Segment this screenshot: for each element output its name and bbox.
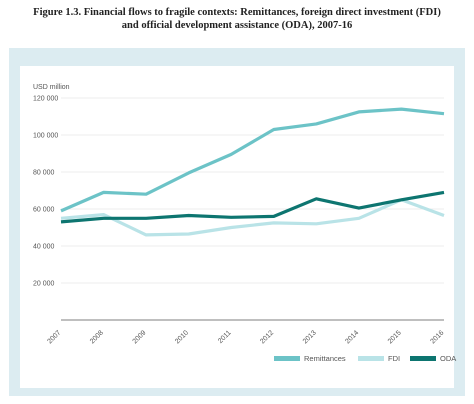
x-tick-label: 2012 <box>259 329 275 345</box>
x-tick-label: 2011 <box>217 329 233 345</box>
x-tick-label: 2008 <box>89 329 105 345</box>
y-tick-labels: 20 000 40 000 60 000 80 000 100 000 120 000 <box>33 96 58 288</box>
legend: Remittances FDI ODA <box>274 354 456 363</box>
x-tick-label: 2009 <box>132 329 148 345</box>
x-tick-label: 2013 <box>302 329 318 345</box>
series-line-oda <box>60 190 445 224</box>
figure-title-line-2: and official development assistance (ODA… <box>121 20 353 31</box>
x-tick-label: 2015 <box>387 329 403 345</box>
legend-label-oda: ODA <box>440 354 456 363</box>
x-tick-labels: 2007 2008 2009 2010 2011 2012 2013 2014 2015 2016 <box>46 329 445 345</box>
series-line-remittances <box>60 107 445 213</box>
figure-title-line-1: Figure 1.3. Financial flows to fragile c… <box>33 7 441 18</box>
legend-swatch-remittances <box>274 356 300 361</box>
y-tick-label: 120 000 <box>33 96 58 103</box>
gridlines <box>61 97 444 284</box>
legend-swatch-oda <box>410 356 436 361</box>
y-tick-label: 100 000 <box>33 133 58 140</box>
figure-title: Figure 1.3. Financial flows to fragile c… <box>0 6 474 32</box>
series-line-fdi <box>60 198 445 237</box>
x-tick-label: 2007 <box>46 329 62 345</box>
series-lines <box>60 107 445 237</box>
legend-label-fdi: FDI <box>388 354 400 363</box>
x-tick-label: 2010 <box>174 329 190 345</box>
y-tick-label: 40 000 <box>33 244 55 251</box>
y-tick-label: 80 000 <box>33 170 55 177</box>
x-tick-label: 2016 <box>429 329 445 345</box>
y-tick-label: 20 000 <box>33 281 55 288</box>
x-tick-label: 2014 <box>344 329 360 345</box>
y-axis-label: USD million <box>33 84 70 91</box>
legend-label-remittances: Remittances <box>304 354 346 363</box>
y-tick-label: 60 000 <box>33 207 55 214</box>
legend-swatch-fdi <box>358 356 384 361</box>
